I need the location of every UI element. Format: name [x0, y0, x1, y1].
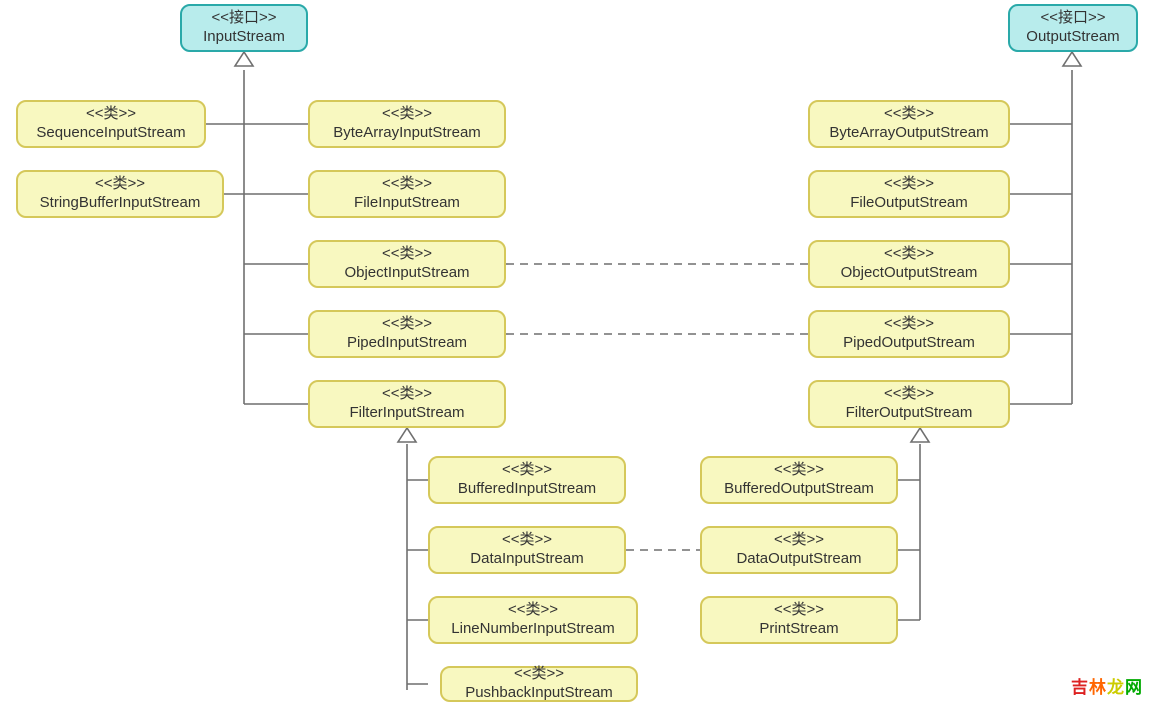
class-name: ObjectInputStream — [314, 264, 500, 283]
node-OutputStream: <<接口>>OutputStream — [1008, 4, 1138, 52]
class-name: StringBufferInputStream — [22, 194, 218, 213]
stereotype: <<类>> — [434, 461, 620, 480]
stereotype: <<类>> — [814, 245, 1004, 264]
class-name: FilterOutputStream — [814, 404, 1004, 423]
stereotype: <<接口>> — [186, 9, 302, 28]
stereotype: <<类>> — [814, 105, 1004, 124]
node-StringBufferInputStream: <<类>>StringBufferInputStream — [16, 170, 224, 218]
class-name: DataOutputStream — [706, 550, 892, 569]
stereotype: <<类>> — [814, 175, 1004, 194]
class-name: FileInputStream — [314, 194, 500, 213]
node-ByteArrayOutputStream: <<类>>ByteArrayOutputStream — [808, 100, 1010, 148]
class-name: DataInputStream — [434, 550, 620, 569]
node-DataOutputStream: <<类>>DataOutputStream — [700, 526, 898, 574]
node-PushbackInputStream: <<类>>PushbackInputStream — [440, 666, 638, 702]
node-ByteArrayInputStream: <<类>>ByteArrayInputStream — [308, 100, 506, 148]
class-name: ByteArrayOutputStream — [814, 124, 1004, 143]
class-name: FileOutputStream — [814, 194, 1004, 213]
node-BufferedInputStream: <<类>>BufferedInputStream — [428, 456, 626, 504]
stereotype: <<类>> — [434, 601, 632, 620]
node-PipedOutputStream: <<类>>PipedOutputStream — [808, 310, 1010, 358]
watermark: 吉林龙网 — [1071, 673, 1143, 698]
node-LineNumberInputStream: <<类>>LineNumberInputStream — [428, 596, 638, 644]
class-name: FilterInputStream — [314, 404, 500, 423]
class-name: PipedOutputStream — [814, 334, 1004, 353]
node-SequenceInputStream: <<类>>SequenceInputStream — [16, 100, 206, 148]
node-PrintStream: <<类>>PrintStream — [700, 596, 898, 644]
node-FileInputStream: <<类>>FileInputStream — [308, 170, 506, 218]
stereotype: <<类>> — [814, 315, 1004, 334]
class-name: BufferedOutputStream — [706, 480, 892, 499]
node-BufferedOutputStream: <<类>>BufferedOutputStream — [700, 456, 898, 504]
node-InputStream: <<接口>>InputStream — [180, 4, 308, 52]
stereotype: <<类>> — [814, 385, 1004, 404]
stereotype: <<类>> — [446, 665, 632, 684]
stereotype: <<类>> — [314, 105, 500, 124]
class-name: ObjectOutputStream — [814, 264, 1004, 283]
class-name: LineNumberInputStream — [434, 620, 632, 639]
class-name: SequenceInputStream — [22, 124, 200, 143]
stereotype: <<类>> — [706, 461, 892, 480]
node-PipedInputStream: <<类>>PipedInputStream — [308, 310, 506, 358]
stereotype: <<接口>> — [1014, 9, 1132, 28]
stereotype: <<类>> — [314, 175, 500, 194]
node-FilterOutputStream: <<类>>FilterOutputStream — [808, 380, 1010, 428]
class-name: BufferedInputStream — [434, 480, 620, 499]
class-name: ByteArrayInputStream — [314, 124, 500, 143]
class-name: OutputStream — [1014, 28, 1132, 47]
stereotype: <<类>> — [706, 531, 892, 550]
stereotype: <<类>> — [706, 601, 892, 620]
stereotype: <<类>> — [314, 385, 500, 404]
stereotype: <<类>> — [314, 245, 500, 264]
stereotype: <<类>> — [22, 175, 218, 194]
stereotype: <<类>> — [434, 531, 620, 550]
stereotype: <<类>> — [314, 315, 500, 334]
class-name: InputStream — [186, 28, 302, 47]
node-DataInputStream: <<类>>DataInputStream — [428, 526, 626, 574]
node-ObjectOutputStream: <<类>>ObjectOutputStream — [808, 240, 1010, 288]
stereotype: <<类>> — [22, 105, 200, 124]
node-FileOutputStream: <<类>>FileOutputStream — [808, 170, 1010, 218]
class-name: PushbackInputStream — [446, 684, 632, 702]
class-name: PrintStream — [706, 620, 892, 639]
node-FilterInputStream: <<类>>FilterInputStream — [308, 380, 506, 428]
class-name: PipedInputStream — [314, 334, 500, 353]
node-ObjectInputStream: <<类>>ObjectInputStream — [308, 240, 506, 288]
